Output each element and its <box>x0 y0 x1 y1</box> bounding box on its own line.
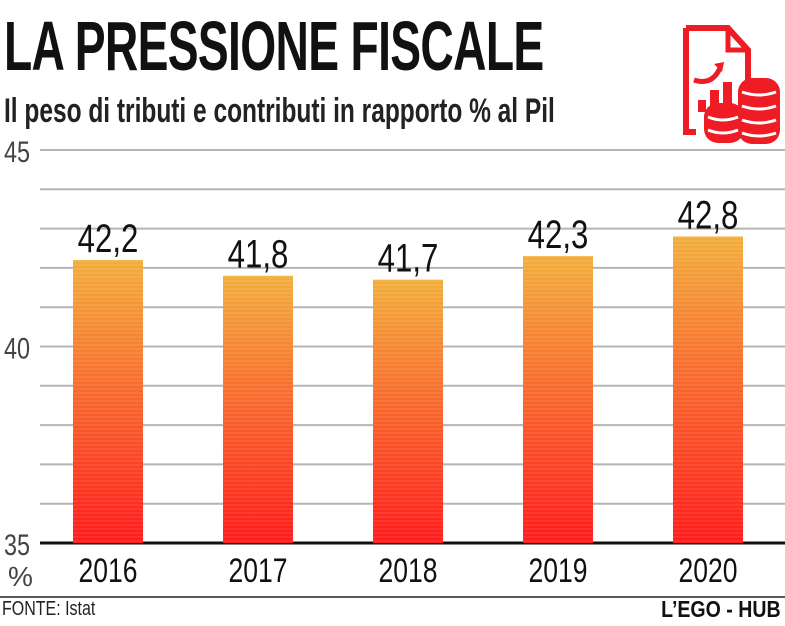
x-tick-label: 2020 <box>679 552 738 590</box>
chart-subtitle: Il peso di tributi e contributi in rappo… <box>4 92 555 130</box>
y-tick-label: 45 <box>4 135 30 168</box>
x-tick-label: 2018 <box>379 552 438 590</box>
y-axis-unit: % <box>8 561 33 592</box>
data-label: 42,8 <box>678 193 739 238</box>
data-label: 42,2 <box>78 216 139 261</box>
x-tick-label: 2017 <box>229 552 288 590</box>
bar-texture <box>523 256 593 543</box>
bar-texture <box>223 275 293 543</box>
data-label: 42,3 <box>528 212 589 257</box>
x-tick-label: 2016 <box>79 552 138 590</box>
x-tick-label: 2019 <box>529 552 588 590</box>
data-label: 41,8 <box>228 232 289 277</box>
bar-texture <box>373 279 443 543</box>
bar-texture <box>673 236 743 543</box>
brand-logo-text: L’EGO - HUB <box>661 596 781 622</box>
document-chart-coins-icon <box>683 25 780 144</box>
y-tick-label: 40 <box>4 332 30 365</box>
source-note: FONTE: Istat <box>2 598 96 620</box>
y-tick-label: 35 <box>4 528 30 561</box>
chart-title: LA PRESSIONE FISCALE <box>4 7 544 85</box>
data-label: 41,7 <box>378 236 439 281</box>
bar-texture <box>73 260 143 543</box>
